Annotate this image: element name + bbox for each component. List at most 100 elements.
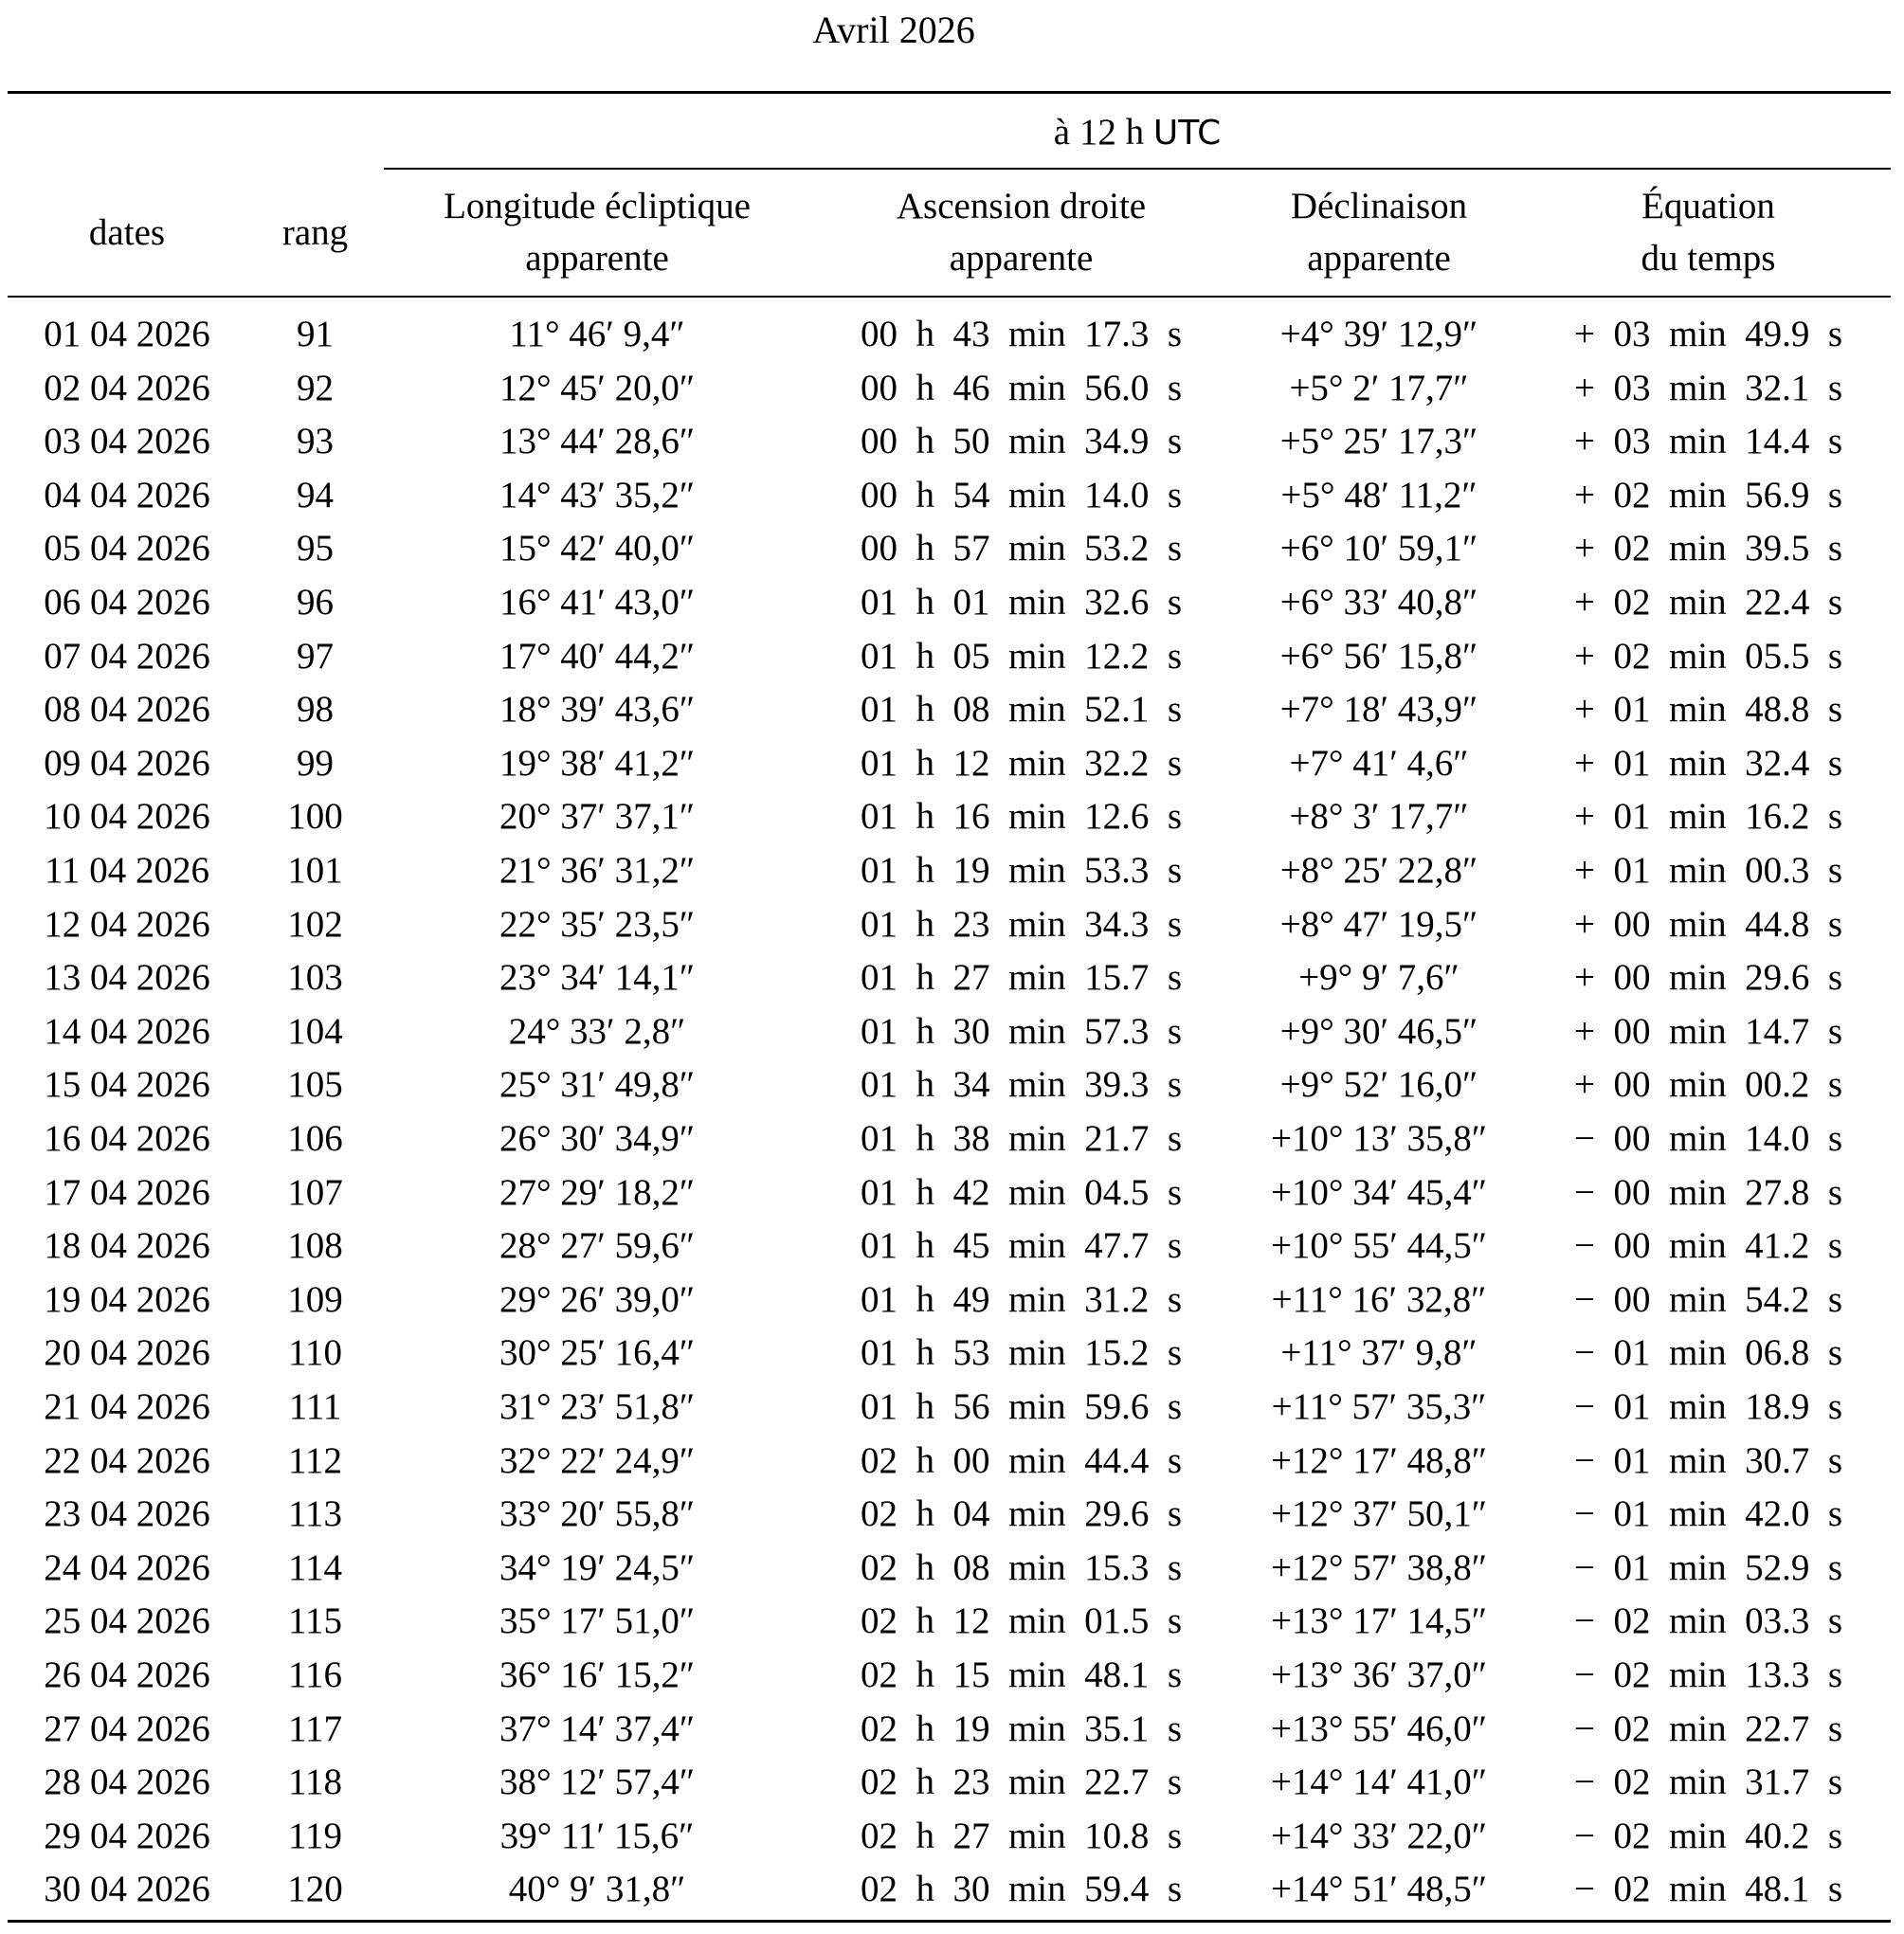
table-row: 30 04 2026 120 40° 9′ 31,8″ 02 h 30 min 59.… bbox=[0, 1863, 1904, 1917]
table-row: 29 04 2026 119 39° 11′ 15,6″ 02 h 27 min 10… bbox=[0, 1810, 1904, 1864]
declinaison-cell: +12° 57′ 38,8″ bbox=[1270, 1546, 1488, 1588]
date-cell: 04 04 2026 bbox=[44, 474, 210, 515]
longitude-cell: 18° 39′ 43,6″ bbox=[499, 689, 696, 731]
date-cell: 27 04 2026 bbox=[44, 1708, 210, 1749]
ascension-cell: 01 h 23 min 34.3 s bbox=[860, 903, 1183, 945]
equation-cell: + 01 min 00.3 s bbox=[1573, 850, 1843, 891]
declinaison-cell: +5° 2′ 17,7″ bbox=[1289, 367, 1469, 408]
ascension-cell: 01 h 53 min 15.2 s bbox=[860, 1332, 1183, 1374]
declinaison-cell: +13° 17′ 14,5″ bbox=[1270, 1600, 1488, 1642]
declinaison-cell: +9° 9′ 7,6″ bbox=[1298, 957, 1460, 999]
ascension-cell: 01 h 08 min 52.1 s bbox=[860, 689, 1183, 731]
table-row: 01 04 2026 91 11° 46′ 9,4″ 00 h 43 min 17.3… bbox=[0, 308, 1904, 362]
ascension-cell: 01 h 45 min 47.7 s bbox=[860, 1225, 1183, 1267]
declinaison-cell: +11° 37′ 9,8″ bbox=[1280, 1332, 1478, 1374]
ascension-cell: 01 h 38 min 21.7 s bbox=[860, 1118, 1183, 1159]
rang-cell: 98 bbox=[297, 689, 334, 731]
equation-cell: − 00 min 41.2 s bbox=[1573, 1225, 1843, 1267]
longitude-cell: 14° 43′ 35,2″ bbox=[499, 474, 696, 515]
longitude-cell: 27° 29′ 18,2″ bbox=[499, 1171, 696, 1213]
equation-cell: + 01 min 48.8 s bbox=[1573, 689, 1843, 731]
longitude-cell: 40° 9′ 31,8″ bbox=[508, 1869, 686, 1910]
ascension-cell: 01 h 56 min 59.6 s bbox=[860, 1386, 1183, 1427]
header-longitude-line1: Longitude écliptique bbox=[444, 186, 751, 226]
ascension-cell: 02 h 23 min 22.7 s bbox=[860, 1762, 1183, 1803]
longitude-cell: 38° 12′ 57,4″ bbox=[499, 1762, 696, 1803]
declinaison-cell: +12° 17′ 48,8″ bbox=[1270, 1439, 1488, 1481]
table-row: 12 04 2026 102 22° 35′ 23,5″ 01 h 23 min 34… bbox=[0, 898, 1904, 952]
rang-cell: 117 bbox=[287, 1708, 343, 1749]
rang-cell: 93 bbox=[297, 421, 334, 462]
rang-cell: 120 bbox=[287, 1869, 343, 1910]
utc-prefix: à 12 h bbox=[1053, 112, 1145, 153]
longitude-cell: 16° 41′ 43,0″ bbox=[499, 582, 696, 623]
table-row: 26 04 2026 116 36° 16′ 15,2″ 02 h 15 min 48… bbox=[0, 1649, 1904, 1703]
table-row: 15 04 2026 105 25° 31′ 49,8″ 01 h 34 min 39… bbox=[0, 1058, 1904, 1112]
table-row: 23 04 2026 113 33° 20′ 55,8″ 02 h 04 min 29… bbox=[0, 1488, 1904, 1542]
ascension-cell: 01 h 30 min 57.3 s bbox=[860, 1010, 1183, 1052]
declinaison-cell: +13° 55′ 46,0″ bbox=[1270, 1708, 1488, 1749]
longitude-cell: 25° 31′ 49,8″ bbox=[499, 1064, 696, 1106]
rang-cell: 108 bbox=[287, 1225, 343, 1267]
declinaison-cell: +14° 51′ 48,5″ bbox=[1270, 1869, 1488, 1910]
rang-cell: 114 bbox=[287, 1546, 343, 1588]
table-row: 04 04 2026 94 14° 43′ 35,2″ 00 h 54 min 14.… bbox=[0, 469, 1904, 523]
declinaison-cell: +14° 14′ 41,0″ bbox=[1270, 1762, 1488, 1803]
equation-cell: − 01 min 52.9 s bbox=[1573, 1546, 1843, 1588]
declinaison-cell: +10° 55′ 44,5″ bbox=[1270, 1225, 1488, 1267]
rang-cell: 116 bbox=[287, 1654, 343, 1695]
rang-cell: 91 bbox=[297, 314, 334, 354]
rang-cell: 110 bbox=[287, 1332, 343, 1374]
header-declinaison-line1: Déclinaison bbox=[1290, 186, 1468, 226]
longitude-cell: 13° 44′ 28,6″ bbox=[499, 421, 696, 462]
table-row: 27 04 2026 117 37° 14′ 37,4″ 02 h 19 min 35… bbox=[0, 1703, 1904, 1757]
declinaison-cell: +10° 34′ 45,4″ bbox=[1270, 1171, 1488, 1213]
table-row: 25 04 2026 115 35° 17′ 51,0″ 02 h 12 min 01… bbox=[0, 1595, 1904, 1649]
date-cell: 11 04 2026 bbox=[44, 850, 210, 891]
equation-cell: + 02 min 22.4 s bbox=[1573, 582, 1843, 623]
equation-cell: + 01 min 16.2 s bbox=[1573, 796, 1843, 838]
longitude-cell: 12° 45′ 20,0″ bbox=[499, 367, 696, 408]
date-cell: 28 04 2026 bbox=[44, 1762, 210, 1803]
longitude-cell: 17° 40′ 44,2″ bbox=[499, 635, 696, 677]
longitude-cell: 34° 19′ 24,5″ bbox=[499, 1546, 696, 1588]
date-cell: 14 04 2026 bbox=[44, 1010, 210, 1052]
declinaison-cell: +5° 25′ 17,3″ bbox=[1279, 421, 1478, 462]
declinaison-cell: +6° 56′ 15,8″ bbox=[1279, 635, 1478, 677]
longitude-cell: 11° 46′ 9,4″ bbox=[509, 314, 685, 354]
equation-cell: − 02 min 03.3 s bbox=[1573, 1600, 1843, 1642]
ascension-cell: 01 h 42 min 04.5 s bbox=[860, 1171, 1183, 1213]
longitude-cell: 26° 30′ 34,9″ bbox=[499, 1118, 696, 1159]
rang-cell: 105 bbox=[287, 1064, 343, 1106]
equation-cell: − 01 min 18.9 s bbox=[1573, 1386, 1843, 1427]
equation-cell: − 01 min 30.7 s bbox=[1573, 1439, 1843, 1481]
page-title: Avril 2026 bbox=[812, 9, 975, 51]
longitude-cell: 28° 27′ 59,6″ bbox=[499, 1225, 696, 1267]
rang-cell: 111 bbox=[288, 1386, 342, 1427]
rang-cell: 118 bbox=[287, 1762, 343, 1803]
table-row: 20 04 2026 110 30° 25′ 16,4″ 01 h 53 min 15… bbox=[0, 1327, 1904, 1381]
header-equation-line1: Équation bbox=[1641, 186, 1775, 226]
equation-cell: + 00 min 14.7 s bbox=[1573, 1010, 1843, 1052]
date-cell: 24 04 2026 bbox=[44, 1546, 210, 1588]
longitude-cell: 29° 26′ 39,0″ bbox=[499, 1278, 696, 1320]
declinaison-cell: +14° 33′ 22,0″ bbox=[1270, 1815, 1488, 1856]
declinaison-cell: +13° 36′ 37,0″ bbox=[1270, 1654, 1488, 1695]
ascension-cell: 02 h 15 min 48.1 s bbox=[860, 1654, 1183, 1695]
equation-cell: − 02 min 48.1 s bbox=[1573, 1869, 1843, 1910]
table-row: 28 04 2026 118 38° 12′ 57,4″ 02 h 23 min 22… bbox=[0, 1756, 1904, 1810]
date-cell: 16 04 2026 bbox=[44, 1118, 210, 1159]
table-row: 10 04 2026 100 20° 37′ 37,1″ 01 h 16 min 12… bbox=[0, 790, 1904, 844]
ascension-cell: 02 h 30 min 59.4 s bbox=[860, 1869, 1183, 1910]
equation-cell: + 03 min 14.4 s bbox=[1573, 421, 1843, 462]
ascension-cell: 00 h 46 min 56.0 s bbox=[860, 367, 1183, 408]
equation-cell: − 00 min 14.0 s bbox=[1573, 1118, 1843, 1159]
table-row: 07 04 2026 97 17° 40′ 44,2″ 01 h 05 min 12.… bbox=[0, 630, 1904, 684]
header-dates: dates bbox=[88, 212, 166, 253]
longitude-cell: 23° 34′ 14,1″ bbox=[499, 957, 696, 999]
date-cell: 10 04 2026 bbox=[44, 796, 210, 838]
rang-cell: 102 bbox=[287, 903, 343, 945]
date-cell: 23 04 2026 bbox=[44, 1493, 210, 1535]
ascension-cell: 01 h 05 min 12.2 s bbox=[860, 635, 1183, 677]
table-row: 02 04 2026 92 12° 45′ 20,0″ 00 h 46 min 56.… bbox=[0, 362, 1904, 416]
